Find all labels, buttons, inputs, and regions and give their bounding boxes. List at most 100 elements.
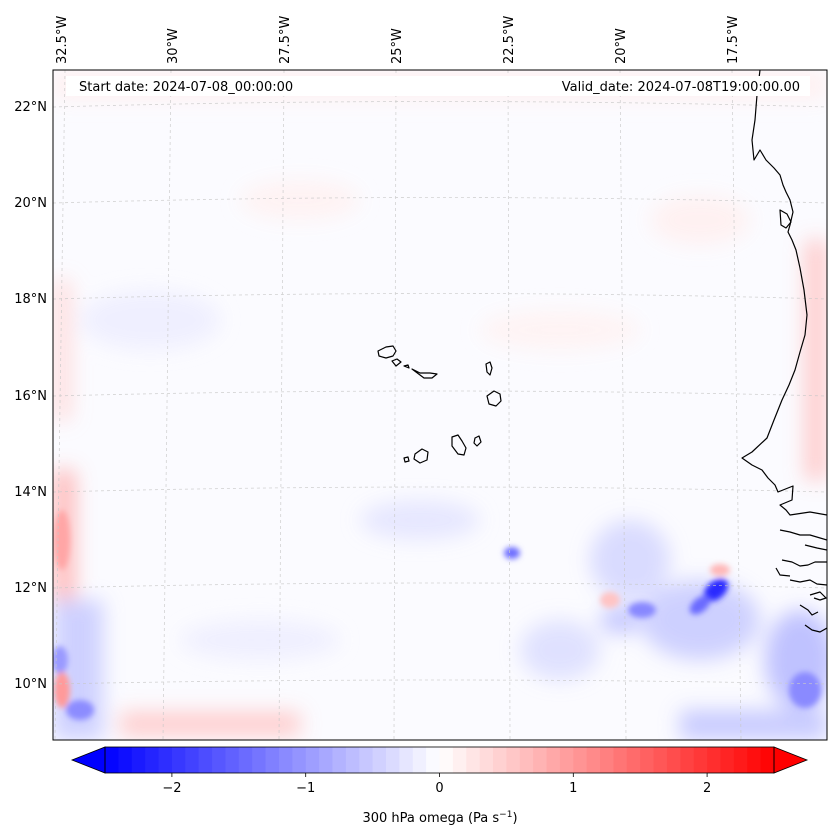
colorbar-segment xyxy=(573,747,588,773)
colorbar-segment xyxy=(479,747,494,773)
lon-label-25w: 25°W xyxy=(390,28,405,64)
colorbar-segment xyxy=(265,747,280,773)
gridlines xyxy=(53,70,827,740)
colorbar-segment xyxy=(747,747,762,773)
colorbar-segment xyxy=(278,747,293,773)
longitude-labels: 32.5°W 30°W 27.5°W 25°W 22.5°W 20°W 17.5… xyxy=(55,16,741,64)
lon-label-27-5w: 27.5°W xyxy=(278,16,293,64)
island-boa-vista xyxy=(486,390,502,407)
colorbar-segment xyxy=(426,747,441,773)
valid-date-label: Valid_date: 2024-07-08T19:00:00.00 xyxy=(562,80,800,95)
meridian-32-5w xyxy=(54,70,66,740)
colorbar-segment xyxy=(118,747,133,773)
colorbar-segment xyxy=(198,747,213,773)
colorbar-tick-label: −2 xyxy=(162,781,181,796)
island-maio xyxy=(473,435,482,447)
map-frame xyxy=(52,69,828,741)
lat-label-16n: 16°N xyxy=(14,389,47,404)
island-santo-antao xyxy=(377,345,397,359)
lon-label-20w: 20°W xyxy=(614,28,629,64)
colorbar-segment xyxy=(225,747,240,773)
colorbar-segment xyxy=(466,747,481,773)
meridian-27-5w xyxy=(278,70,285,740)
colorbar-segment xyxy=(345,747,360,773)
colorbar-segment xyxy=(613,747,628,773)
colorbar-segment xyxy=(185,747,200,773)
omega-field xyxy=(53,70,827,740)
colorbar-segment xyxy=(693,747,708,773)
lon-label-32-5w: 32.5°W xyxy=(55,16,70,64)
colorbar-segment xyxy=(252,747,267,773)
colorbar-segment xyxy=(546,747,561,773)
colorbar-segment xyxy=(131,747,146,773)
colorbar-segment xyxy=(319,747,334,773)
parallel-16n xyxy=(53,390,827,397)
colorbar-segment xyxy=(653,747,668,773)
island-santa-luzia xyxy=(403,364,410,369)
latitude-labels: 22°N 20°N 18°N 16°N 14°N 12°N 10°N xyxy=(14,100,47,692)
colorbar-segment xyxy=(640,747,655,773)
map-panel xyxy=(53,70,827,740)
africa-coastline xyxy=(741,70,827,516)
colorbar-segment xyxy=(626,747,641,773)
colorbar-segment xyxy=(452,747,467,773)
colorbar-segment xyxy=(238,747,253,773)
island-sao-nicolau xyxy=(411,368,438,379)
lat-label-22n: 22°N xyxy=(14,100,47,115)
island-sal xyxy=(485,361,493,376)
colorbar-segment xyxy=(359,747,374,773)
colorbar-ticks: −2 −1 0 1 2 xyxy=(162,773,711,796)
colorbar-segment xyxy=(158,747,173,773)
island-sao-vicente xyxy=(391,358,402,367)
colorbar-segment xyxy=(680,747,695,773)
island-fogo xyxy=(413,448,429,464)
colorbar-segment xyxy=(519,747,534,773)
senegal-inlet xyxy=(779,209,792,229)
meridian-22-5w xyxy=(507,70,511,740)
colorbar-segment xyxy=(212,747,227,773)
colorbar-segment xyxy=(439,747,454,773)
colorbar-tick-label: 0 xyxy=(435,781,443,796)
coastlines xyxy=(377,70,827,633)
island-santiago xyxy=(451,434,467,456)
colorbar-segment xyxy=(399,747,414,773)
colorbar: −2 −1 0 1 2 300 hPa omega (Pa s−1) xyxy=(70,746,809,826)
colorbar-segment xyxy=(559,747,574,773)
parallel-12n xyxy=(53,582,827,589)
colorbar-segment xyxy=(145,747,160,773)
colorbar-segment xyxy=(600,747,615,773)
colorbar-segments xyxy=(105,747,775,773)
colorbar-segment xyxy=(506,747,521,773)
colorbar-tick-label: 1 xyxy=(569,781,577,796)
colorbar-tick-label: −1 xyxy=(296,781,315,796)
lat-label-20n: 20°N xyxy=(14,196,47,211)
colorbar-segment xyxy=(292,747,307,773)
lat-label-14n: 14°N xyxy=(14,485,47,500)
colorbar-segment xyxy=(332,747,347,773)
colorbar-segment xyxy=(412,747,427,773)
lat-label-18n: 18°N xyxy=(14,292,47,307)
colorbar-segment xyxy=(586,747,601,773)
colorbar-label: 300 hPa omega (Pa s−1) xyxy=(362,810,517,826)
lat-label-12n: 12°N xyxy=(14,581,47,596)
colorbar-segment xyxy=(533,747,548,773)
parallel-14n xyxy=(53,486,827,493)
meridian-30w xyxy=(162,70,172,740)
colorbar-segment xyxy=(105,747,119,773)
lon-label-30w: 30°W xyxy=(166,28,181,64)
africa-coast-bijagos xyxy=(775,529,827,633)
colorbar-segment xyxy=(720,747,735,773)
colorbar-segment xyxy=(305,747,320,773)
parallel-18n xyxy=(53,293,827,300)
colorbar-segment xyxy=(707,747,722,773)
colorbar-segment xyxy=(666,747,681,773)
colorbar-tick-label: 2 xyxy=(703,781,711,796)
date-header-band xyxy=(66,76,810,96)
start-date-label: Start date: 2024-07-08_00:00:00 xyxy=(79,80,293,95)
meridian-20w xyxy=(619,70,627,740)
island-brava xyxy=(403,456,410,463)
colorbar-segment xyxy=(171,747,186,773)
lon-label-17-5w: 17.5°W xyxy=(726,16,741,64)
colorbar-segment xyxy=(760,747,775,773)
